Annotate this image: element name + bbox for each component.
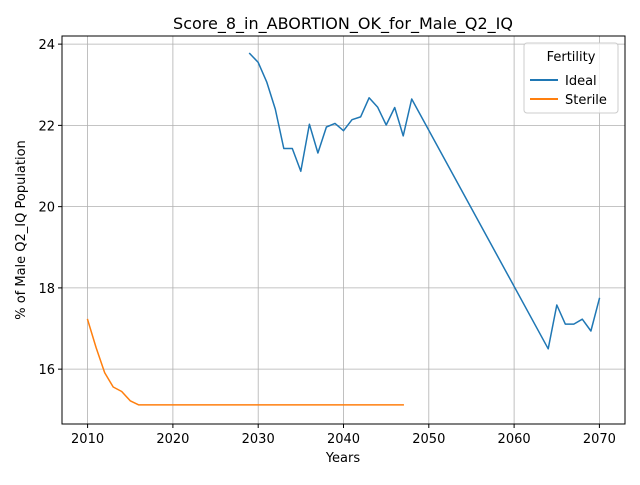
legend-title: Fertility [547, 50, 596, 65]
y-tick-label: 20 [38, 201, 55, 216]
x-axis-label: Years [325, 451, 361, 466]
legend-label-ideal: Ideal [565, 74, 597, 89]
series-line-sterile [86, 318, 404, 406]
y-tick-label: 24 [38, 38, 55, 53]
legend-box [523, 42, 619, 114]
x-tick-label: 2070 [583, 432, 616, 447]
series-layer [86, 52, 601, 406]
x-tick-label: 2040 [327, 432, 360, 447]
legend: Fertility Ideal Sterile [523, 42, 619, 114]
series-line-ideal [248, 52, 601, 350]
x-tick-label: 2030 [242, 432, 275, 447]
y-axis-label: % of Male Q2_IQ Population [14, 140, 29, 320]
grid [62, 36, 625, 424]
y-tick-label: 18 [38, 282, 55, 297]
y-tick-label: 16 [38, 363, 55, 378]
x-tick-label: 2010 [71, 432, 104, 447]
x-tick-label: 2020 [156, 432, 189, 447]
chart-title: Score_8_in_ABORTION_OK_for_Male_Q2_IQ [173, 14, 513, 34]
x-tick-label: 2060 [498, 432, 531, 447]
y-tick-label: 22 [38, 119, 55, 134]
x-tick-label: 2050 [412, 432, 445, 447]
ticks: 2010 2020 2030 2040 2050 2060 2070 16 18 20 22 24 [38, 38, 616, 447]
legend-label-sterile: Sterile [565, 93, 607, 108]
